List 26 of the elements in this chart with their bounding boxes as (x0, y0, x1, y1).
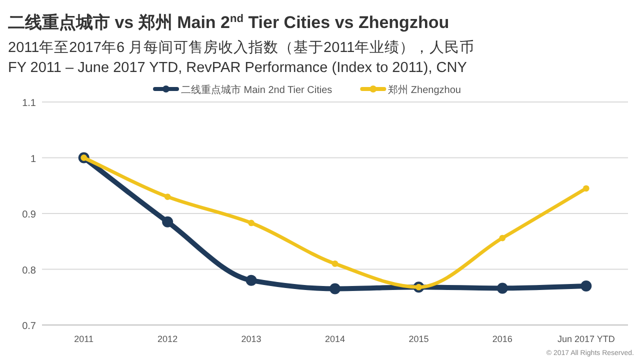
x-tick-label: 2015 (408, 334, 429, 344)
x-tick-label: 2012 (158, 334, 178, 344)
y-tick-label: 1.1 (22, 98, 36, 109)
point (330, 283, 340, 294)
chart-title: 二线重点城市 vs 郑州 Main 2$^{nd}$ Tier Cities vs Zhengzhou (8, 13, 450, 32)
legend-label: 郑州 Zhengzhou (388, 84, 461, 96)
x-tick-label: 2013 (241, 334, 262, 344)
chart-subtitle: 2011年至2017年6 月每间可售房收入指数（基于2011年业绩），人民币 FY 2011 – June 2017 YTD, RevPAR Performance (Index to 2011), CNY (8, 39, 475, 76)
x-tick-label: 2011 (74, 334, 94, 344)
point (332, 260, 338, 267)
point (162, 216, 174, 228)
y-tick-label: 0.7 (22, 321, 36, 332)
point (246, 274, 257, 286)
point (499, 234, 506, 242)
point (580, 280, 592, 292)
y-tick-label: 1 (30, 154, 36, 165)
point (248, 220, 254, 226)
legend-label: 二线重点城市 Main 2nd Tier Cities (181, 84, 332, 96)
point (496, 282, 508, 294)
x-tick-label: 2016 (492, 334, 512, 344)
x-tick-label: 2014 (324, 334, 346, 344)
x-tick-label: Jun 2017 YTD (557, 334, 616, 344)
y-tick-label: 0.9 (22, 210, 36, 220)
y-tick-label: 0.8 (22, 265, 36, 276)
point (164, 194, 171, 200)
point (582, 185, 590, 192)
